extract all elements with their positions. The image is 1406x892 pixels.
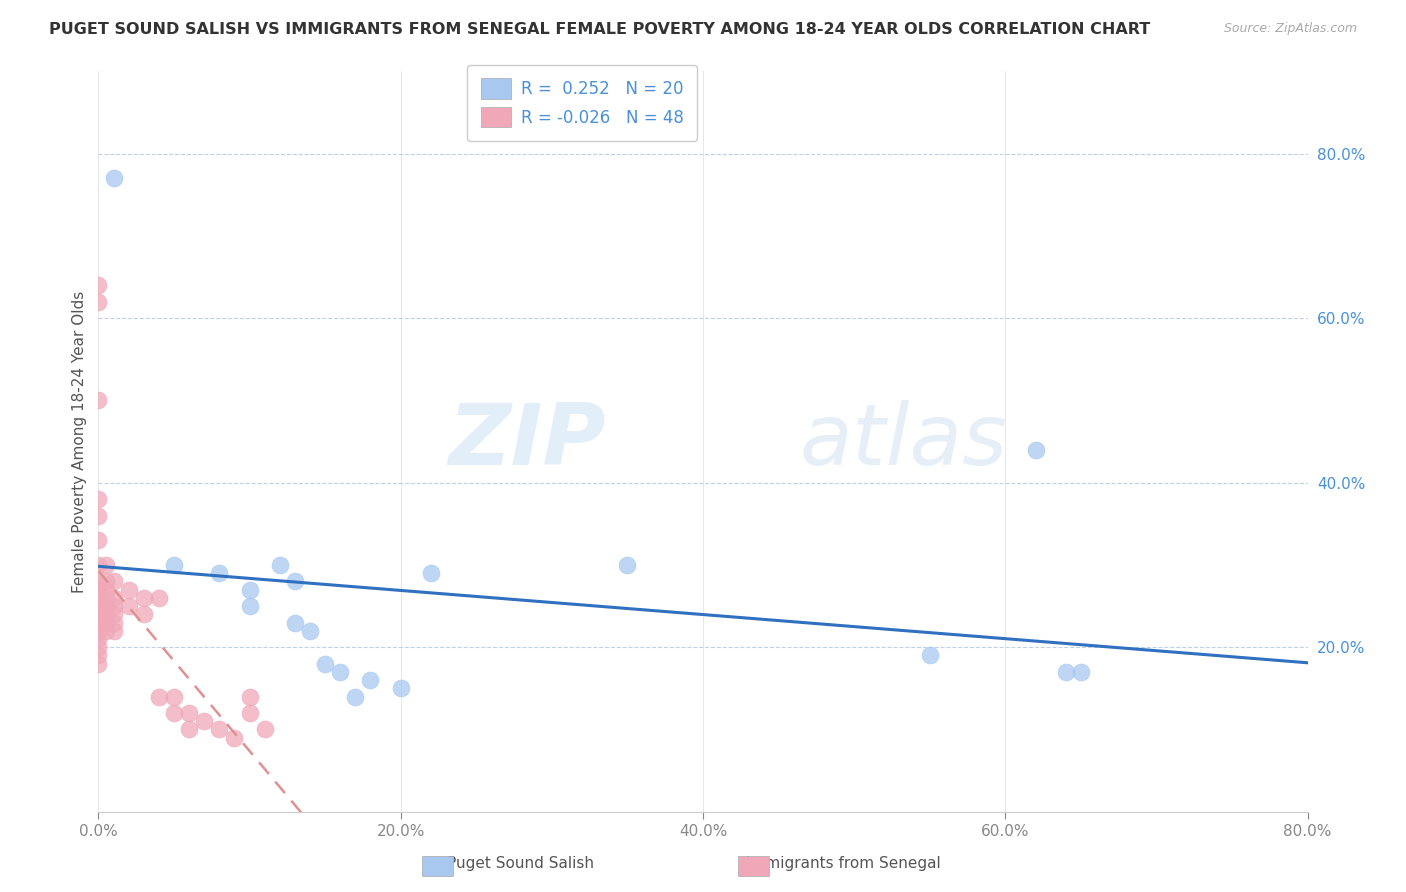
Point [87,657,110,671]
Point [94,582,117,597]
Point [389,681,412,696]
Text: Puget Sound Salish: Puget Sound Salish [447,856,593,871]
Point [87,533,110,548]
Point [239,599,262,613]
Point [87,591,110,605]
Point [87,624,110,638]
Point [94,624,117,638]
Point [87,582,110,597]
Point [87,640,110,655]
Point [94,591,117,605]
Point [253,723,276,737]
Text: ZIP: ZIP [449,400,606,483]
Point [1070,665,1092,679]
Point [87,294,110,309]
Point [163,690,186,704]
Point [193,714,215,729]
Point [87,558,110,572]
Point [103,574,125,589]
Point [94,558,117,572]
Point [224,731,246,745]
Point [1024,442,1046,457]
Point [329,665,352,679]
Point [87,632,110,646]
Point [284,615,307,630]
Point [1054,665,1077,679]
Point [103,591,125,605]
Point [208,566,231,581]
Point [94,615,117,630]
Point [103,607,125,622]
Point [179,706,201,720]
Point [148,690,170,704]
Point [94,599,117,613]
Text: PUGET SOUND SALISH VS IMMIGRANTS FROM SENEGAL FEMALE POVERTY AMONG 18-24 YEAR OL: PUGET SOUND SALISH VS IMMIGRANTS FROM SE… [49,22,1150,37]
Point [148,591,170,605]
Point [103,615,125,630]
Point [420,566,443,581]
Point [284,574,307,589]
Point [87,615,110,630]
Point [239,690,262,704]
Point [132,591,155,605]
Y-axis label: Female Poverty Among 18-24 Year Olds: Female Poverty Among 18-24 Year Olds [72,291,87,592]
Point [87,393,110,408]
Point [208,723,231,737]
Point [103,599,125,613]
Point [299,624,322,638]
Point [87,278,110,293]
Point [94,607,117,622]
Point [87,599,110,613]
Text: Immigrants from Senegal: Immigrants from Senegal [747,856,941,871]
Point [103,624,125,638]
Point [179,723,201,737]
Point [269,558,291,572]
Point [118,582,141,597]
Point [163,558,186,572]
Point [87,508,110,523]
Point [87,492,110,507]
Point [344,690,367,704]
Point [118,599,141,613]
Point [239,706,262,720]
Point [87,648,110,663]
Text: Source: ZipAtlas.com: Source: ZipAtlas.com [1223,22,1357,36]
Text: atlas: atlas [800,400,1008,483]
Point [360,673,382,687]
Point [132,607,155,622]
Point [163,706,186,720]
Point [239,582,262,597]
Point [314,657,336,671]
Point [616,558,638,572]
Point [87,574,110,589]
Point [94,574,117,589]
Point [918,648,941,663]
Legend: R =  0.252   N = 20, R = -0.026   N = 48: R = 0.252 N = 20, R = -0.026 N = 48 [467,65,697,141]
Point [103,171,125,186]
Point [87,607,110,622]
